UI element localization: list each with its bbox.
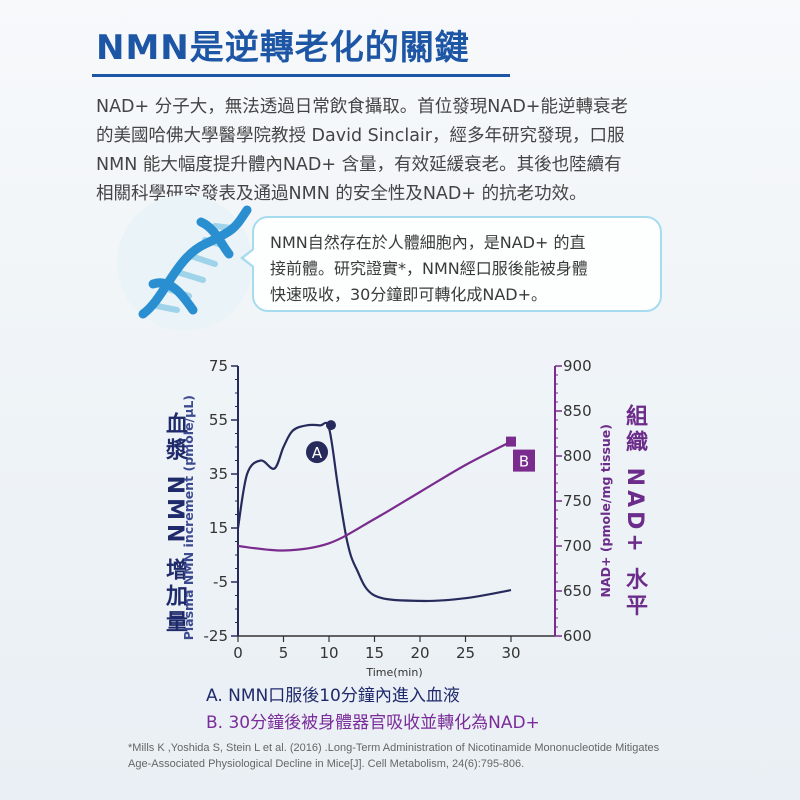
intro-line: NAD+ 分子大，無法透過日常飲食攝取。首位發現NAD+能逆轉衰老 [96,97,628,117]
series-line-b [237,440,512,552]
intro-line: NMN 能大幅度提升體內NAD+ 含量，有效延緩衰老。其後也陸續有 [96,155,622,175]
marker-label-b: B [519,453,529,471]
caption-a: A. NMN口服後10分鐘內進入血液 [206,686,460,706]
left-axis-tick-label: -5 [213,573,228,591]
x-axis-tick-label: 0 [233,644,243,662]
x-axis-tick-label: 10 [319,644,338,662]
x-axis-tick-label: 5 [279,644,289,662]
bubble-tail-inner [244,250,254,266]
left-axis-tick-label: 35 [209,465,228,483]
right-axis-title-cn: 組織 NAD+ 水平 [622,404,647,620]
x-axis-title: Time(min) [365,666,422,679]
reference-line: Age-Associated Physiological Decline in … [128,758,525,770]
right-axis-tick-label: 900 [563,357,592,375]
marker-label-a: A [312,444,323,462]
reference-citation: *Mills K ,Yoshida S, Stein L et al. (201… [128,740,728,772]
marker-badge-b [513,449,535,472]
marker-point-a [326,420,336,431]
intro-line: 的美國哈佛大學醫學院教授 David Sinclair，經多年研究發現，口服 [96,126,625,146]
right-axis-tick-label: 800 [563,447,592,465]
caption-b: B. 30分鐘後被身體器官吸收並轉化為NAD+ [206,713,540,733]
left-axis-tick-label: 75 [209,357,228,375]
info-bubble: NMN自然存在於人體細胞內，是NAD+ 的直 接前體。研究證實*，NMN經口服後… [252,216,662,312]
left-axis-tick-label: 15 [209,519,228,537]
x-axis-tick-label: 15 [365,644,384,662]
nmn-nad-chart: 75 55 35 15 -5 -25 900 850 800 750 700 650 600 0 5 10 15… [204,357,592,679]
left-axis-title-cn: 血漿 NMN 增加量 [162,412,187,637]
page-title: NMN是逆轉老化的關鍵 [96,28,470,68]
marker-badge-a [306,441,328,464]
intro-paragraph: NAD+ 分子大，無法透過日常飲食攝取。首位發現NAD+能逆轉衰老 的美國哈佛大… [96,93,716,209]
bubble-line: 接前體。研究證實*，NMN經口服後能被身體 [270,259,588,278]
marker-point-b [506,436,516,447]
dna-icon [117,195,253,331]
title-underline [92,74,510,77]
right-axis-tick-label: 750 [563,492,592,510]
right-axis-tick-label: 600 [563,627,592,645]
x-axis-tick-label: 30 [501,644,520,662]
left-axis-tick-label: -25 [204,627,229,645]
bubble-line: 快速吸收，30分鐘即可轉化成NAD+。 [270,285,548,304]
right-axis-tick-label: 850 [563,402,592,420]
left-axis-tick-label: 55 [209,411,228,429]
x-axis-tick-label: 20 [410,644,429,662]
series-line-a [236,421,512,603]
right-axis-tick-label: 700 [563,537,592,555]
reference-line: *Mills K ,Yoshida S, Stein L et al. (201… [128,742,660,754]
intro-line: 相關科學研究發表及通過NMN 的安全性及NAD+ 的抗老功效。 [96,184,587,204]
x-axis-tick-label: 25 [456,644,475,662]
right-axis-tick-label: 650 [563,582,592,600]
bubble-line: NMN自然存在於人體細胞內，是NAD+ 的直 [270,233,586,252]
